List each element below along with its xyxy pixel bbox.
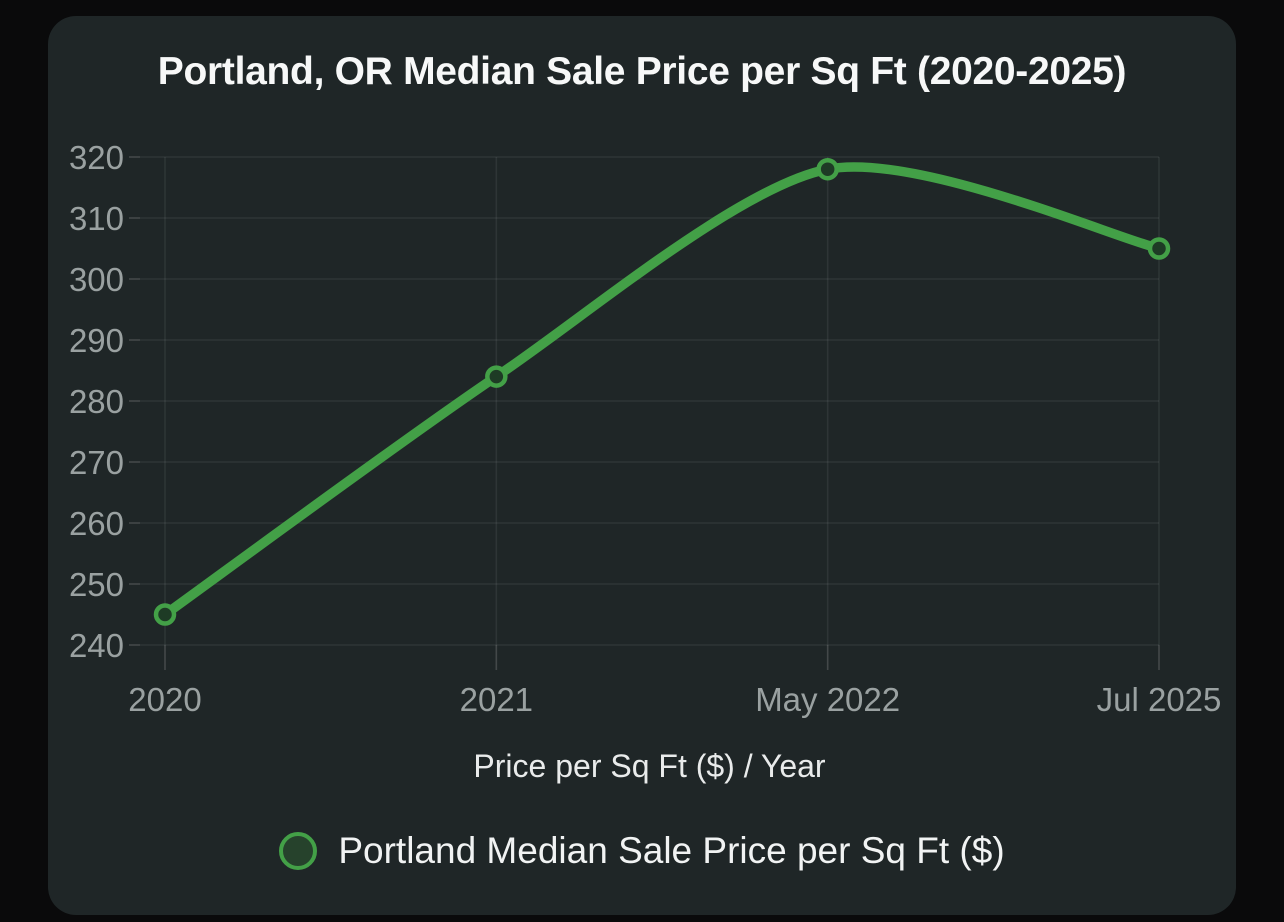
data-point-marker[interactable] <box>816 157 839 181</box>
y-tick-label: 250 <box>69 566 124 603</box>
y-tick-label: 310 <box>69 200 124 237</box>
chart-card <box>48 16 1236 915</box>
chart-title: Portland, OR Median Sale Price per Sq Ft… <box>157 50 1127 93</box>
y-tick-label: 280 <box>69 383 124 420</box>
y-tick-label: 320 <box>69 139 124 176</box>
y-tick-label: 300 <box>69 261 124 298</box>
x-tick-label: May 2022 <box>755 681 900 718</box>
y-tick-label: 260 <box>69 505 124 542</box>
x-tick-label: Jul 2025 <box>1097 681 1222 718</box>
data-point-marker[interactable] <box>485 365 508 388</box>
y-tick-label: 240 <box>69 627 124 664</box>
x-axis-title: Price per Sq Ft ($) / Year <box>473 748 826 784</box>
series-line <box>160 162 1164 620</box>
x-tick-label: 2020 <box>128 681 201 718</box>
legend-point-marker-icon <box>279 832 318 870</box>
legend[interactable]: Portland Median Sale Price per Sq Ft ($) <box>48 826 1236 876</box>
y-tick-label: 290 <box>69 322 124 359</box>
y-tick-label: 270 <box>69 444 124 481</box>
data-point-marker[interactable] <box>153 603 177 626</box>
data-point-marker[interactable] <box>1147 237 1171 260</box>
legend-series-label: Portland Median Sale Price per Sq Ft ($) <box>338 830 1005 871</box>
x-tick-label: 2021 <box>460 681 533 718</box>
